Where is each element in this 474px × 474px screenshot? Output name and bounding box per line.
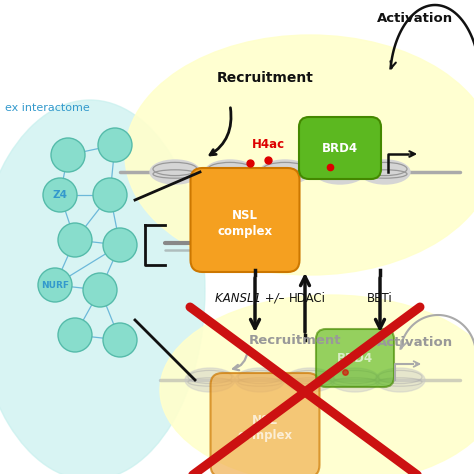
- Ellipse shape: [235, 368, 285, 392]
- Text: NURF: NURF: [41, 281, 69, 290]
- Text: BRD4: BRD4: [337, 352, 373, 365]
- Text: BRD4: BRD4: [322, 142, 358, 155]
- FancyBboxPatch shape: [210, 373, 319, 474]
- Circle shape: [98, 128, 132, 162]
- Circle shape: [103, 323, 137, 357]
- FancyBboxPatch shape: [191, 168, 300, 272]
- FancyBboxPatch shape: [316, 329, 394, 387]
- Text: HDACi: HDACi: [289, 292, 326, 304]
- Ellipse shape: [185, 368, 235, 392]
- Ellipse shape: [285, 368, 335, 392]
- Text: NSL
complex: NSL complex: [218, 209, 273, 237]
- Text: ex interactome: ex interactome: [5, 103, 90, 113]
- Circle shape: [83, 273, 117, 307]
- Text: Activation: Activation: [377, 11, 453, 25]
- FancyBboxPatch shape: [299, 117, 381, 179]
- Ellipse shape: [360, 160, 410, 184]
- Ellipse shape: [260, 160, 310, 184]
- Text: KANSL1 +/–: KANSL1 +/–: [215, 292, 285, 304]
- Ellipse shape: [125, 35, 474, 275]
- Ellipse shape: [315, 160, 365, 184]
- Text: Z4: Z4: [53, 190, 67, 200]
- Text: Activation: Activation: [377, 337, 453, 349]
- Text: Recruitment: Recruitment: [217, 71, 313, 85]
- Text: NSL
complex: NSL complex: [237, 413, 292, 443]
- Circle shape: [58, 318, 92, 352]
- Ellipse shape: [330, 368, 380, 392]
- Circle shape: [51, 138, 85, 172]
- Ellipse shape: [205, 160, 255, 184]
- Ellipse shape: [150, 160, 200, 184]
- Ellipse shape: [160, 295, 474, 474]
- Circle shape: [93, 178, 127, 212]
- Ellipse shape: [0, 100, 205, 474]
- Circle shape: [43, 178, 77, 212]
- Text: H4ac: H4ac: [251, 138, 284, 152]
- Circle shape: [38, 268, 72, 302]
- Circle shape: [58, 223, 92, 257]
- Text: BETi: BETi: [367, 292, 393, 304]
- Text: Recruitment: Recruitment: [249, 334, 341, 346]
- Ellipse shape: [375, 368, 425, 392]
- Circle shape: [103, 228, 137, 262]
